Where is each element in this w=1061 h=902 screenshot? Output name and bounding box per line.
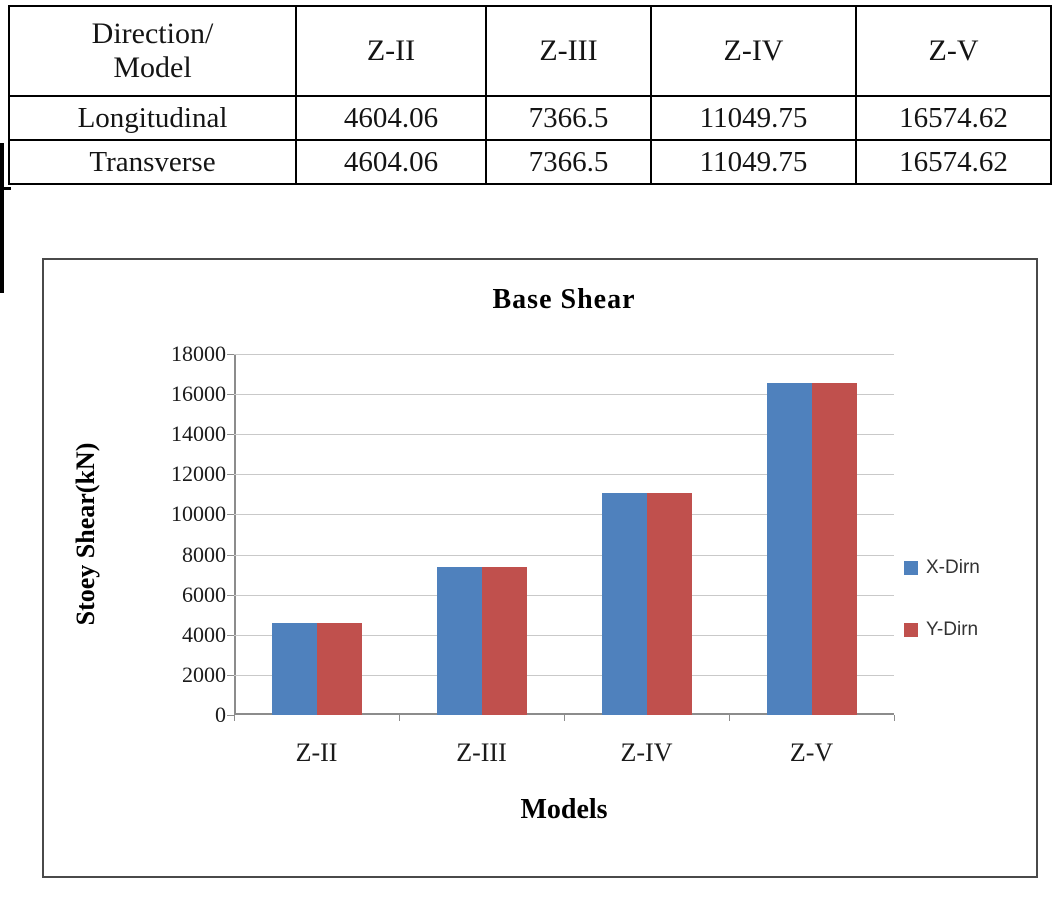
base-shear-chart: Base Shear Stoey Shear(kN) Models X-Dirn…: [42, 258, 1038, 878]
y-tick-mark: [227, 514, 234, 516]
gridline: [234, 394, 894, 396]
row-label: Transverse: [8, 139, 297, 185]
x-tick-mark: [564, 715, 565, 721]
table-cell: 11049.75: [650, 139, 857, 185]
y-tick-label: 12000: [171, 461, 226, 487]
x-tick-mark: [399, 715, 400, 721]
legend: X-Dirn Y-Dirn: [904, 557, 980, 641]
gridline: [234, 354, 894, 355]
table-row-transverse: Transverse 4604.06 7366.5 11049.75 16574…: [8, 139, 1052, 185]
table-cell: 4604.06: [295, 139, 487, 185]
chart-title: Base Shear: [492, 284, 636, 315]
plot-frame: [234, 354, 894, 715]
y-tick-label: 2000: [182, 661, 226, 687]
table-row-longitudinal: Longitudinal 4604.06 7366.5 11049.75 165…: [8, 95, 1052, 141]
gridline: [234, 594, 894, 596]
y-tick-mark: [227, 394, 234, 396]
y-tick-label: 16000: [171, 381, 226, 407]
y-tick-label: 6000: [182, 581, 226, 607]
category-label: Z-II: [295, 738, 338, 767]
y-tick-label: 18000: [171, 341, 226, 366]
legend-label: X-Dirn: [926, 557, 980, 578]
legend-label: Y-Dirn: [926, 619, 979, 640]
y-tick-mark: [227, 434, 234, 436]
y-tick-label: 0: [215, 702, 226, 727]
y-axis-title: Stoey Shear(kN): [71, 442, 100, 626]
legend-entry-x-dirn: X-Dirn: [904, 557, 980, 579]
legend-entry-y-dirn: Y-Dirn: [904, 619, 980, 641]
bar-x-dirn-z-v: [766, 382, 812, 715]
table-cell: 11049.75: [650, 95, 857, 141]
y-tick-mark: [227, 594, 234, 596]
table-cell: 7366.5: [485, 95, 652, 141]
page-edge-fragment: [0, 143, 11, 293]
plot-area: Base Shear Stoey Shear(kN) Models X-Dirn…: [44, 260, 1036, 876]
bar-x-dirn-z-iii: [436, 567, 482, 715]
x-tick-mark: [234, 715, 235, 721]
category-label: Z-IV: [620, 738, 673, 767]
x-tick-mark: [729, 715, 730, 721]
bar-y-dirn-z-iv: [646, 493, 692, 715]
y-tick-mark: [227, 674, 234, 676]
gridline: [234, 514, 894, 516]
bar-x-dirn-z-iv: [601, 493, 647, 715]
bar-y-dirn-z-v: [811, 382, 857, 715]
y-tick-mark: [227, 634, 234, 636]
legend-swatch: [904, 623, 918, 637]
gridline: [234, 434, 894, 436]
category-label: Z-V: [789, 738, 834, 767]
x-axis-title: Models: [520, 794, 608, 825]
base-shear-table: Direction/ Model Z-II Z-III Z-IV Z-V Lon…: [8, 5, 1052, 185]
y-tick-label: 14000: [171, 421, 226, 447]
table-cell: 7366.5: [485, 139, 652, 185]
table-cell: 16574.62: [855, 139, 1052, 185]
table-header-z2: Z-II: [295, 5, 487, 97]
category-label: Z-III: [456, 738, 507, 767]
table-header-z3: Z-III: [485, 5, 652, 97]
table-header-row: Direction/ Model Z-II Z-III Z-IV Z-V: [8, 5, 1052, 97]
y-tick-label: 4000: [182, 621, 226, 647]
y-tick-mark: [227, 715, 234, 716]
y-tick-mark: [227, 554, 234, 556]
bar-y-dirn-z-iii: [481, 567, 527, 715]
bar-y-dirn-z-ii: [316, 622, 362, 715]
row-label: Longitudinal: [8, 95, 297, 141]
bar-x-dirn-z-ii: [271, 622, 317, 715]
table-header-z5: Z-V: [855, 5, 1052, 97]
gridline: [234, 674, 894, 676]
gridline: [234, 634, 894, 636]
gridline: [234, 474, 894, 476]
y-tick-label: 10000: [171, 501, 226, 527]
legend-swatch: [904, 561, 918, 575]
y-tick-mark: [227, 474, 234, 476]
table-cell: 16574.62: [855, 95, 1052, 141]
y-tick-label: 8000: [182, 541, 226, 567]
table-cell: 4604.06: [295, 95, 487, 141]
gridline: [234, 554, 894, 556]
y-tick-mark: [227, 354, 234, 355]
table-header-direction-model: Direction/ Model: [8, 5, 297, 97]
x-tick-mark: [894, 715, 895, 721]
table-header-z4: Z-IV: [650, 5, 857, 97]
